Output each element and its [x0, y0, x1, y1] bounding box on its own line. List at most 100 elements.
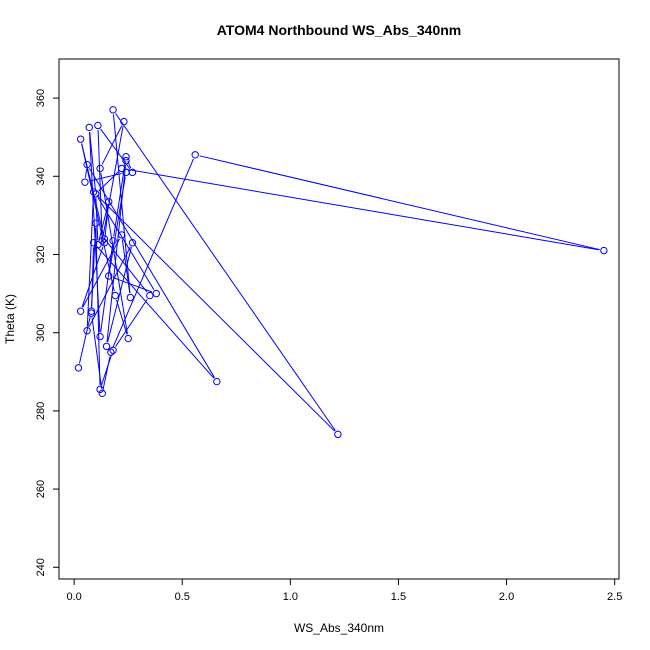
data-point — [94, 121, 102, 130]
data-point — [96, 164, 104, 173]
series-segment — [88, 168, 215, 378]
data-point — [128, 239, 137, 247]
data-point — [122, 153, 130, 161]
series-segment — [115, 298, 148, 347]
data-point — [105, 198, 113, 206]
series-segment — [89, 131, 101, 333]
series-segment — [95, 198, 99, 241]
x-tick-label: 1.0 — [283, 591, 298, 603]
series-segment — [101, 354, 113, 386]
series-segment — [96, 194, 336, 432]
y-tick-label: 340 — [35, 167, 47, 185]
data-point — [122, 156, 130, 165]
series-segment — [89, 172, 122, 182]
y-tick-label: 360 — [35, 89, 47, 107]
data-point — [109, 106, 117, 114]
series-segment — [95, 227, 101, 385]
y-tick-label: 240 — [35, 558, 47, 576]
data-point — [120, 117, 128, 126]
data-point — [107, 348, 115, 356]
data-point — [89, 188, 98, 196]
y-tick-label: 300 — [35, 324, 47, 342]
data-point — [111, 291, 119, 300]
series-segment — [97, 129, 103, 237]
series-segment — [116, 299, 128, 335]
series-segment — [78, 315, 91, 364]
y-tick-label: 320 — [35, 245, 47, 263]
series-segment — [100, 245, 113, 333]
series-segment — [106, 165, 127, 342]
data-point — [85, 123, 93, 132]
data-point — [213, 377, 221, 386]
y-axis: 240 260 280 300 320 340 360 — [35, 89, 59, 576]
data-point — [334, 430, 342, 439]
data-point — [118, 164, 126, 173]
series-segment — [88, 246, 131, 327]
series-segment — [104, 206, 109, 239]
data-point — [83, 160, 91, 169]
data-point — [100, 239, 109, 247]
data-point — [146, 291, 154, 300]
data-point — [92, 219, 100, 227]
series-segment — [126, 168, 600, 251]
chart-title: ATOM4 Northbound WS_Abs_340nm — [217, 22, 462, 38]
x-tick-label: 1.5 — [391, 591, 406, 603]
data-point — [126, 293, 135, 302]
plot-frame — [58, 58, 620, 580]
series-segment — [112, 277, 153, 293]
series-segment — [84, 168, 88, 178]
x-tick-label: 2.5 — [607, 591, 622, 603]
data-point — [94, 241, 102, 249]
x-axis: 0.0 0.5 1.0 1.5 2.0 2.5 — [66, 579, 622, 603]
x-tick-label: 0.5 — [175, 591, 190, 603]
x-tick-label: 0.0 — [66, 591, 81, 603]
data-point — [96, 385, 104, 394]
series-segment — [107, 247, 132, 343]
series-segment — [112, 158, 194, 349]
series-lines — [78, 113, 600, 432]
series-segment — [98, 171, 119, 192]
series-segment — [199, 155, 600, 251]
series-segment — [102, 356, 111, 389]
y-tick-label: 260 — [35, 480, 47, 498]
data-point — [92, 190, 100, 198]
data-point — [118, 231, 126, 239]
data-point — [124, 334, 132, 343]
series-segment — [102, 125, 124, 237]
data-point — [96, 332, 104, 341]
x-axis-label: WS_Abs_340nm — [294, 621, 384, 635]
data-point — [76, 307, 85, 315]
series-segment — [115, 113, 336, 431]
series-segment — [98, 205, 109, 241]
data-point — [87, 309, 96, 317]
data-point — [152, 289, 160, 298]
x-tick-label: 2.0 — [499, 591, 514, 603]
data-point — [102, 342, 111, 351]
series-segment — [96, 245, 215, 379]
series-segment — [81, 246, 104, 308]
data-point — [98, 237, 106, 245]
data-point — [98, 389, 106, 397]
data-point — [76, 135, 85, 143]
data-point — [109, 346, 117, 354]
data-point — [109, 237, 117, 245]
series-segment — [91, 317, 103, 389]
data-point — [100, 235, 109, 243]
data-point — [600, 246, 608, 255]
y-tick-label: 280 — [35, 402, 47, 420]
data-point — [122, 168, 130, 177]
series-segment — [121, 239, 131, 294]
data-point — [81, 178, 89, 186]
series-segment — [127, 160, 132, 169]
data-point — [87, 307, 96, 315]
series-segment — [100, 172, 128, 335]
y-axis-label: Theta (K) — [3, 294, 17, 344]
data-point — [191, 151, 199, 159]
data-point — [83, 327, 91, 335]
data-point — [89, 239, 98, 247]
series-segment — [86, 196, 94, 327]
data-point — [105, 272, 113, 280]
series-points — [74, 106, 608, 439]
data-point — [74, 364, 83, 372]
